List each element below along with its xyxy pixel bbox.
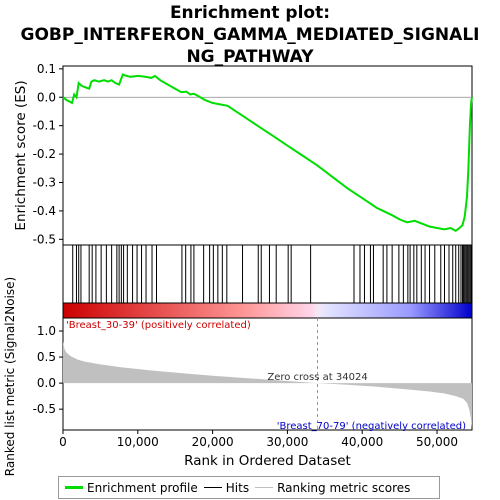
x-tick-label: 50,000 bbox=[416, 435, 458, 449]
x-axis-label: Rank in Ordered Dataset bbox=[184, 453, 351, 469]
legend-item-metric: Ranking metric scores bbox=[255, 481, 410, 495]
title-line-2: GOBP_INTERFERON_GAMMA_MEDIATED_SIGNALI bbox=[20, 25, 480, 45]
x-tick-label: 40,000 bbox=[341, 435, 383, 449]
hits-frame bbox=[62, 244, 473, 304]
es-y-tick-label: -0.5 bbox=[33, 232, 56, 246]
es-y-tick-label: -0.1 bbox=[33, 119, 56, 133]
metric-y-tick-label: 0.5 bbox=[37, 350, 56, 364]
title-line-3: NG_PATHWAY bbox=[186, 47, 314, 67]
es-y-tick-label: -0.4 bbox=[33, 204, 56, 218]
legend-label-enrichment: Enrichment profile bbox=[87, 480, 198, 495]
metric-y-tick-label: 0.0 bbox=[37, 376, 56, 390]
es-y-tick-label: 0.1 bbox=[37, 62, 56, 76]
legend-item-hits: Hits bbox=[203, 480, 250, 495]
legend-label-metric: Ranking metric scores bbox=[277, 480, 411, 495]
legend-label-hits: Hits bbox=[225, 480, 250, 495]
enrichment-profile-line bbox=[62, 73, 473, 232]
enrichment-panel: 0.1 0.0 -0.1 -0.2 -0.3 -0.4 -0.5 Enrichment sco… bbox=[13, 62, 473, 246]
rank-heatmap-bar bbox=[62, 302, 473, 319]
es-y-tick-label: -0.3 bbox=[33, 175, 56, 189]
legend-item-enrichment: Enrichment profile bbox=[65, 481, 198, 495]
rank-color-bar bbox=[62, 302, 473, 319]
x-tick-label: 0 bbox=[59, 435, 67, 449]
legend: Enrichment profile Hits Ranking metric s… bbox=[58, 476, 440, 499]
chart-title: Enrichment plot: GOBP_INTERFERON_GAMMA_M… bbox=[0, 2, 500, 68]
es-y-tick-label: 0.0 bbox=[37, 90, 56, 104]
x-tick-label: 20,000 bbox=[192, 435, 234, 449]
x-tick-label: 10,000 bbox=[117, 435, 159, 449]
zero-cross-label: Zero cross at 34024 bbox=[267, 372, 367, 383]
legend-swatch-hits bbox=[203, 487, 222, 488]
ranking-metric-panel: 1.0 0.5 0.0 -0.5 0 10,000 20,000 30,000 40,000 50… bbox=[3, 277, 473, 476]
legend-swatch-enrichment bbox=[65, 486, 83, 489]
metric-y-tick-label: -0.5 bbox=[33, 402, 56, 416]
es-y-tick-label: -0.2 bbox=[33, 147, 56, 161]
legend-swatch-metric bbox=[255, 487, 274, 488]
positive-correlation-label: 'Breast_30-39' (positively correlated) bbox=[66, 320, 251, 331]
es-y-axis-label: Enrichment score (ES) bbox=[13, 80, 29, 230]
x-tick-label: 30,000 bbox=[266, 435, 308, 449]
negative-correlation-label: 'Breast_70-79' (negatively correlated) bbox=[277, 421, 466, 432]
hits-panel bbox=[62, 244, 473, 304]
metric-y-tick-label: 1.0 bbox=[37, 324, 56, 338]
ranking-metric-area bbox=[63, 341, 472, 428]
title-line-1: Enrichment plot: bbox=[169, 3, 331, 23]
es-axes-frame bbox=[62, 65, 473, 246]
metric-y-axis-label: Ranked list metric (Signal2Noise) bbox=[3, 277, 17, 476]
